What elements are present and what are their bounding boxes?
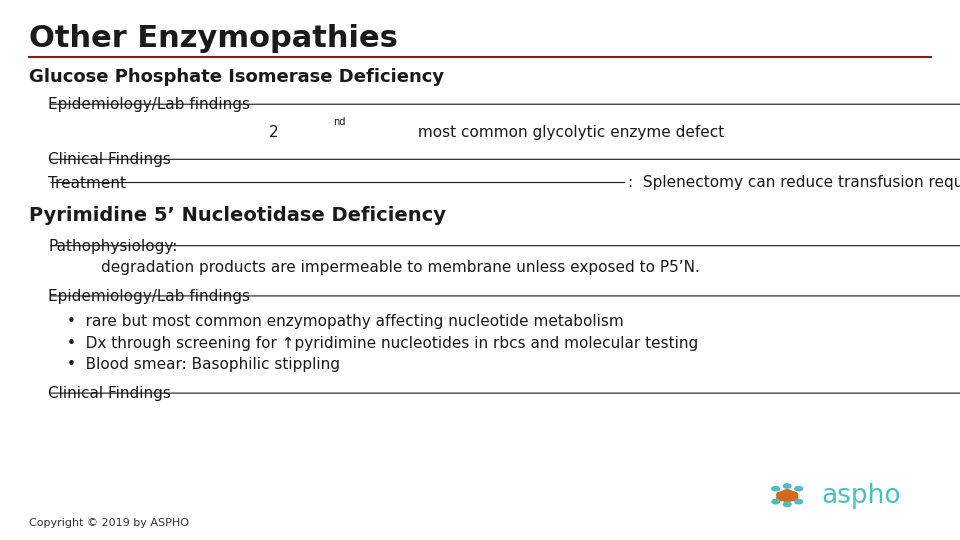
Text: Epidemiology/Lab findings: Epidemiology/Lab findings [48,97,250,112]
Text: •  Dx through screening for ↑pyridimine nucleotides in rbcs and molecular testin: • Dx through screening for ↑pyridimine n… [67,336,699,351]
Text: 2: 2 [269,125,278,140]
Circle shape [777,492,786,497]
Text: •  Blood smear: Basophilic stippling: • Blood smear: Basophilic stippling [67,357,340,373]
Circle shape [772,487,780,491]
Text: aspho: aspho [822,483,901,509]
Text: most common glycolytic enzyme defect: most common glycolytic enzyme defect [414,125,725,140]
Circle shape [783,484,791,488]
Circle shape [782,490,792,495]
Circle shape [795,487,803,491]
Text: Clinical Findings: Clinical Findings [48,152,171,167]
Text: Glucose Phosphate Isomerase Deficiency: Glucose Phosphate Isomerase Deficiency [29,68,444,85]
Text: degradation products are impermeable to membrane unless exposed to P5’N.: degradation products are impermeable to … [101,260,700,275]
Text: Clinical Findings: Clinical Findings [48,386,171,401]
Circle shape [788,495,798,501]
Circle shape [795,500,803,504]
Text: •  rare but most common enzymopathy affecting nucleotide metabolism: • rare but most common enzymopathy affec… [67,314,624,329]
Text: Treatment: Treatment [48,176,126,191]
Circle shape [777,495,786,501]
Text: Copyright © 2019 by ASPHO: Copyright © 2019 by ASPHO [29,518,189,528]
Circle shape [772,500,780,504]
Text: Pathophysiology:: Pathophysiology: [48,239,178,254]
Circle shape [788,492,798,497]
Circle shape [782,496,792,502]
Text: Other Enzymopathies: Other Enzymopathies [29,24,397,53]
Text: Epidemiology/Lab findings: Epidemiology/Lab findings [48,289,250,304]
Text: nd: nd [333,117,346,127]
Circle shape [783,502,791,507]
Circle shape [782,492,792,498]
Text: Pyrimidine 5’ Nucleotidase Deficiency: Pyrimidine 5’ Nucleotidase Deficiency [29,206,445,225]
Text: :  Splenectomy can reduce transfusion requirement: : Splenectomy can reduce transfusion req… [628,176,960,191]
